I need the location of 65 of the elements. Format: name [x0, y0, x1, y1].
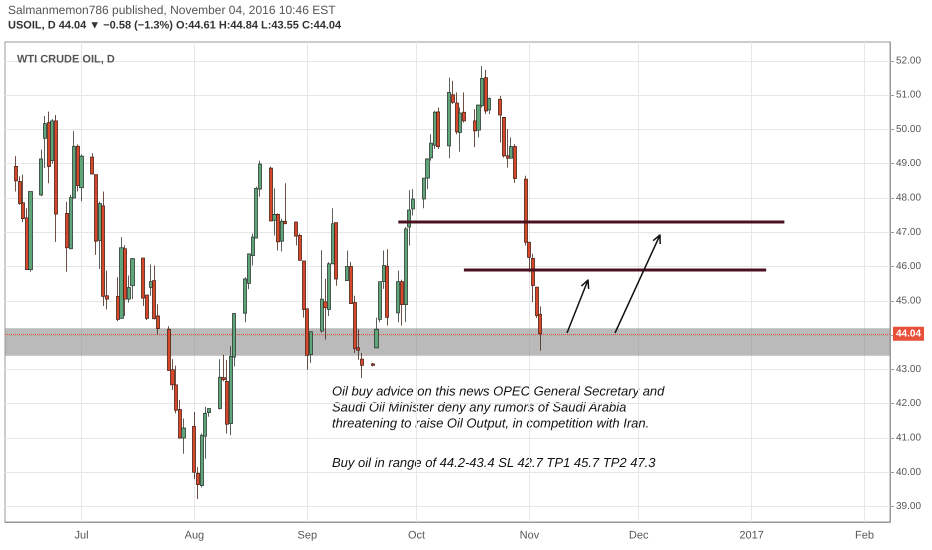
candlestick — [320, 250, 324, 334]
candlestick — [90, 152, 94, 176]
candlestick — [181, 418, 186, 454]
candlestick — [323, 278, 328, 340]
candlestick — [218, 358, 222, 410]
candlestick — [458, 107, 462, 152]
text: WTI CRUDE OIL, D — [17, 54, 115, 66]
x-tick-label: Nov — [520, 530, 540, 542]
candlestick — [484, 69, 488, 114]
y-tick-label: 52.00 — [896, 55, 922, 66]
candlestick — [47, 111, 51, 184]
candlestick — [276, 213, 280, 251]
candlestick — [309, 330, 313, 364]
candlestick — [283, 182, 287, 224]
candlestick — [280, 218, 284, 252]
y-tick-label: 39.00 — [896, 501, 922, 512]
candlestick — [98, 201, 102, 270]
chart-subtitle: USOIL, D 44.04 ▼ −0.58 (−1.3%) O:44.61 H:44.84 L:43.55 C:44.04 — [8, 20, 342, 32]
ref-line-label: 44.04 — [896, 328, 922, 340]
candlestick — [487, 97, 491, 114]
candlestick — [272, 188, 277, 236]
candlestick — [447, 77, 451, 159]
text: Salmanmemon786 published, November 04, 2016 10:46 EST — [8, 3, 336, 17]
y-tick-label: 43.00 — [896, 364, 922, 375]
y-tick-label: 45.00 — [896, 295, 922, 306]
x-tick-label: Feb — [855, 530, 874, 542]
candlestick — [436, 107, 440, 150]
candlestick — [54, 114, 58, 242]
y-tick-label: 42.00 — [896, 398, 922, 410]
y-tick-label: 46.00 — [896, 261, 922, 272]
candlestick — [79, 154, 84, 202]
candlestick — [116, 276, 120, 322]
x-tick-label: Oct — [408, 530, 426, 542]
candlestick — [334, 222, 338, 286]
candlestick — [50, 118, 54, 164]
candlestick — [396, 270, 400, 323]
x-tick-label: Sep — [297, 530, 318, 542]
candlestick — [123, 244, 127, 316]
y-tick-label: 41.00 — [896, 432, 922, 444]
candlestick — [345, 250, 349, 282]
candlestick — [385, 248, 389, 326]
candlestick — [371, 362, 375, 367]
x-tick-label: Dec — [628, 530, 649, 542]
x-tick-label: Jul — [74, 530, 89, 542]
candlestick — [149, 264, 153, 296]
y-tick-label: 40.00 — [896, 466, 922, 478]
y-tick-label: 50.00 — [896, 124, 922, 135]
candlestick — [400, 279, 404, 326]
candlestick — [130, 258, 135, 300]
y-tick-label: 49.00 — [896, 158, 922, 170]
candlestick — [28, 191, 33, 272]
candlestick — [101, 191, 105, 306]
candlestick — [513, 144, 517, 184]
candlestick — [509, 136, 513, 159]
y-tick-label: 51.00 — [896, 90, 922, 101]
candlestick — [462, 92, 466, 123]
x-tick-label: Aug — [184, 530, 204, 542]
candlestick — [473, 108, 477, 148]
y-tick-label: 48.00 — [896, 192, 922, 204]
candlestick — [94, 174, 98, 256]
x-tick-label: 2017 — [739, 530, 764, 542]
candlestick — [269, 166, 273, 222]
y-tick-label: 47.00 — [896, 226, 922, 238]
candlestick — [119, 236, 124, 319]
candlestick — [65, 201, 69, 272]
